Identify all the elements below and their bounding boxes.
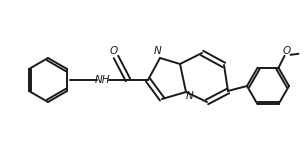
Text: NH: NH (94, 75, 110, 85)
Text: O: O (282, 46, 290, 56)
Text: N: N (186, 91, 194, 101)
Text: O: O (110, 46, 118, 56)
Text: N: N (154, 46, 162, 56)
